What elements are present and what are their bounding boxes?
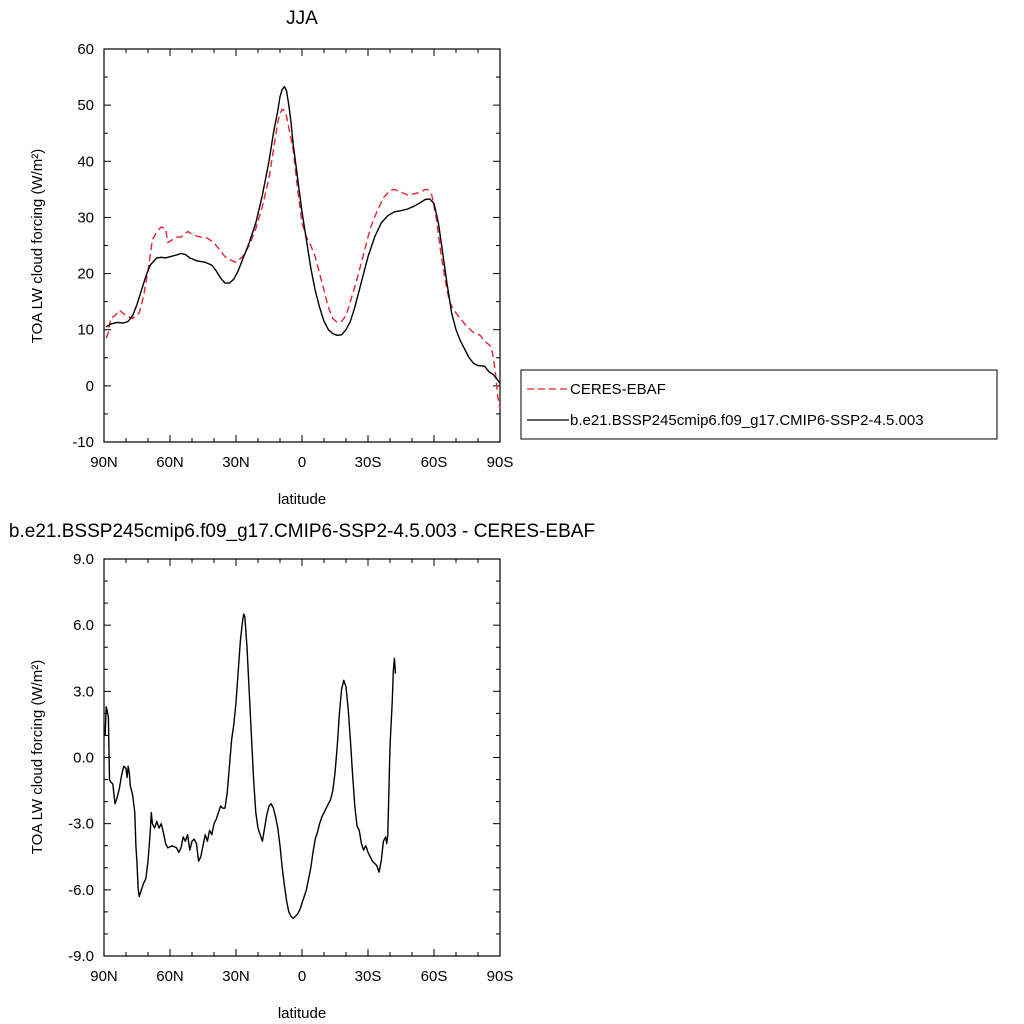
bottom-ylabel: TOA LW cloud forcing (W/m²) [29, 660, 46, 854]
bottom-xlabel: latitude [278, 1005, 326, 1022]
top-ylabel: TOA LW cloud forcing (W/m²) [29, 149, 46, 343]
bottom-ytick-label: -3.0 [68, 816, 94, 833]
bottom-ytick-label: 6.0 [73, 617, 94, 634]
top-xtick-label: 30S [355, 454, 382, 471]
bottom-plot-frame [103, 558, 501, 957]
top-xtick-label: 0 [298, 454, 306, 471]
legend: CERES-EBAF b.e21.BSSP245cmip6.f09_g17.CM… [520, 369, 998, 440]
bottom-ytick-label: 0.0 [73, 750, 94, 767]
bottom-xtick-label: 90N [90, 968, 118, 985]
top-title: JJA [286, 8, 318, 29]
bottom-xtick-label: 60S [421, 968, 448, 985]
top-panel: JJA 90N 60N 30N 0 30S 60S 90S6050403020100-10 … [29, 8, 513, 508]
bottom-xtick-label: 30S [355, 968, 382, 985]
bottom-series [104, 613, 397, 920]
top-plot-frame [103, 48, 501, 443]
bottom-ytick-label: 9.0 [73, 551, 94, 568]
top-ytick-label: -10 [72, 434, 94, 451]
top-ytick-label: 60 [77, 41, 94, 58]
top-xtick-label: 60S [421, 454, 448, 471]
bottom-ytick-label: -6.0 [68, 882, 94, 899]
bottom-xtick-label: 0 [298, 968, 306, 985]
top-ytick-label: 30 [77, 209, 94, 226]
top-ytick-label: 10 [77, 322, 94, 339]
legend-label-ceres: CERES-EBAF [570, 381, 666, 398]
bottom-ticks: 90N 60N 30N 0 30S 60S 90S 9.0 6.0 3.0 0.0 -3.0 -6.0 -… [68, 551, 513, 985]
top-series-line-model [105, 85, 501, 384]
top-ytick-label: 0 [86, 378, 94, 395]
top-ytick-label: 20 [77, 266, 94, 283]
bottom-title: b.e21.BSSP245cmip6.f09_g17.CMIP6-SSP2-4.… [9, 521, 595, 542]
top-series-line-ceres [105, 108, 501, 409]
bottom-series-line-model [104, 613, 397, 920]
bottom-ytick-label: 3.0 [73, 683, 94, 700]
top-xtick-label: 90N [90, 454, 118, 471]
top-xtick-label: 30N [222, 454, 250, 471]
bottom-ytick-label: -9.0 [68, 948, 94, 965]
bottom-xtick-label: 60N [156, 968, 184, 985]
bottom-xtick-label: 90S [487, 968, 514, 985]
legend-label-model: b.e21.BSSP245cmip6.f09_g17.CMIP6-SSP2-4.… [570, 412, 924, 429]
top-ytick-label: 40 [77, 153, 94, 170]
top-ytick-label: 50 [77, 97, 94, 114]
top-ticks: 90N 60N 30N 0 30S 60S 90S 60 50 40 30 20 10 0 -10 [72, 41, 513, 471]
bottom-panel: b.e21.BSSP245cmip6.f09_g17.CMIP6-SSP2-4.… [9, 521, 595, 1022]
legend-box [520, 369, 998, 440]
bottom-xtick-label: 30N [222, 968, 250, 985]
top-xlabel: latitude [278, 491, 326, 508]
top-xtick-label: 90S [487, 454, 514, 471]
top-xtick-label: 60N [156, 454, 184, 471]
top-series [105, 85, 501, 409]
